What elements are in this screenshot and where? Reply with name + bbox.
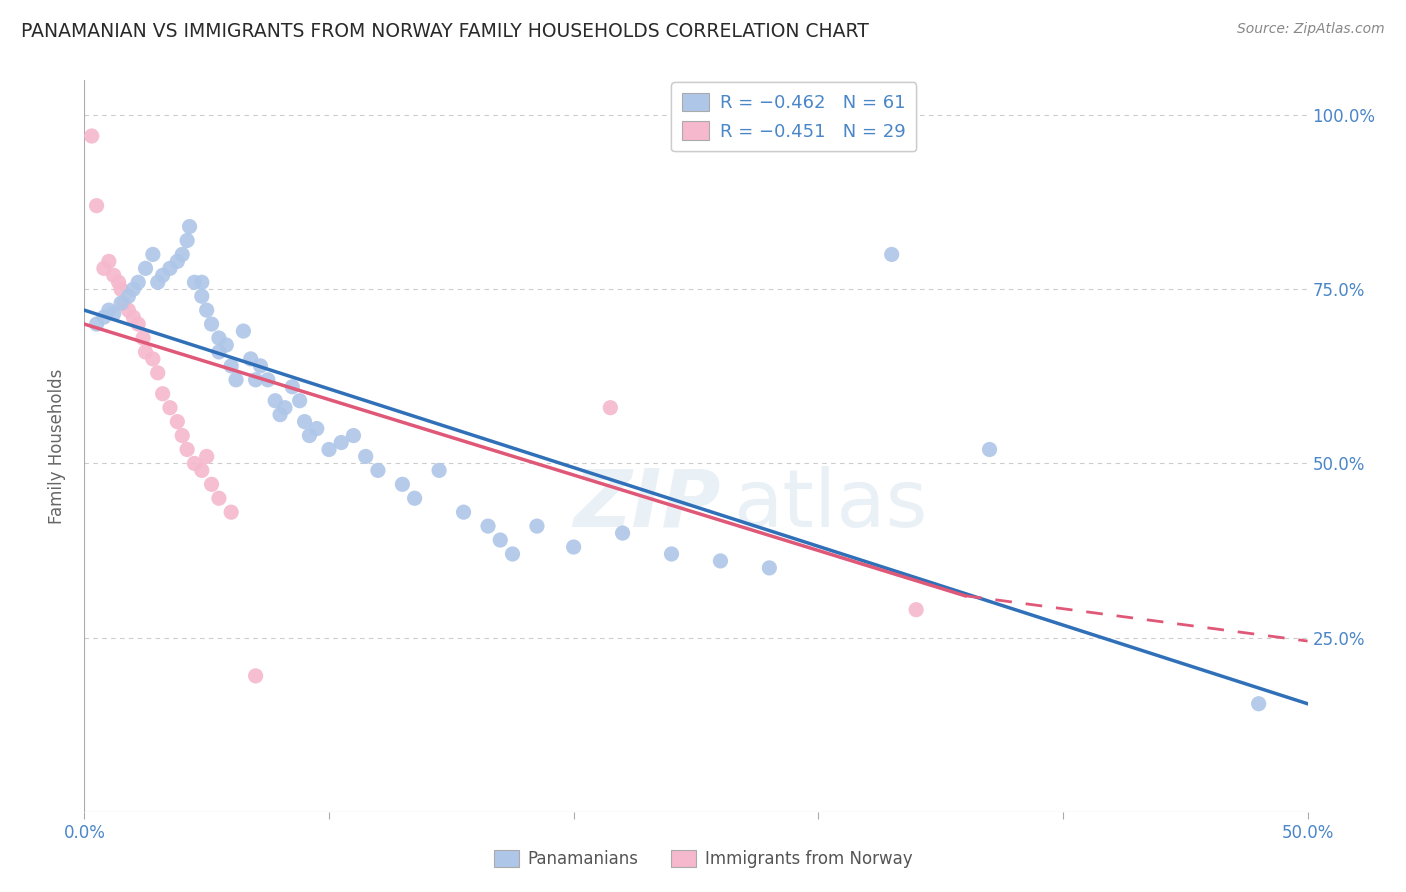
Point (191, 275, 214, 289)
Point (159, 401, 181, 415)
Point (489, 533, 512, 547)
Point (86, 199, 108, 213)
Point (249, 359, 271, 373)
Point (245, 373, 267, 387)
Point (219, 359, 242, 373)
Point (404, 491, 426, 506)
Point (208, 491, 231, 506)
Point (107, 275, 129, 289)
Text: Source: ZipAtlas.com: Source: ZipAtlas.com (1237, 22, 1385, 37)
Point (200, 317, 222, 331)
Point (142, 247, 165, 261)
Point (232, 324, 254, 338)
Point (152, 268, 174, 283)
Point (354, 450, 377, 464)
Point (264, 393, 287, 408)
Point (453, 505, 475, 519)
Point (208, 345, 231, 359)
Point (122, 310, 145, 325)
Point (166, 254, 188, 268)
Point (305, 421, 328, 435)
Point (135, 345, 157, 359)
Point (191, 463, 214, 477)
Point (195, 450, 218, 464)
Point (172, 247, 194, 261)
Point (215, 338, 238, 352)
Point (93, 261, 115, 276)
Point (269, 408, 291, 422)
Point (103, 268, 125, 283)
Point (208, 331, 231, 345)
Point (110, 296, 132, 310)
Point (391, 477, 413, 491)
Point (152, 386, 174, 401)
Point (274, 401, 297, 415)
Point (142, 351, 165, 366)
Point (318, 442, 340, 457)
Point (117, 303, 139, 318)
Point (257, 373, 280, 387)
Point (146, 366, 169, 380)
Point (294, 415, 316, 429)
Point (367, 463, 389, 477)
Point (146, 275, 169, 289)
Point (342, 428, 364, 442)
Point (562, 540, 585, 554)
Point (298, 428, 321, 442)
Point (502, 547, 524, 561)
Point (599, 401, 621, 415)
Text: atlas: atlas (733, 466, 927, 543)
Point (172, 428, 194, 442)
Text: PANAMANIAN VS IMMIGRANTS FROM NORWAY FAMILY HOUSEHOLDS CORRELATION CHART: PANAMANIAN VS IMMIGRANTS FROM NORWAY FAM… (21, 22, 869, 41)
Point (191, 289, 214, 303)
Point (905, 603, 928, 617)
Point (288, 393, 311, 408)
Point (127, 275, 149, 289)
Point (86, 317, 108, 331)
Point (179, 219, 201, 234)
Point (427, 463, 450, 477)
Point (245, 669, 267, 683)
Point (758, 561, 780, 575)
Point (110, 282, 132, 296)
Point (176, 442, 198, 457)
Point (117, 289, 139, 303)
Point (97, 303, 120, 318)
Point (330, 435, 353, 450)
Point (103, 307, 125, 321)
Point (661, 547, 683, 561)
Point (880, 247, 903, 261)
Legend: Panamanians, Immigrants from Norway: Panamanians, Immigrants from Norway (486, 843, 920, 875)
Y-axis label: Family Households: Family Households (48, 368, 66, 524)
Point (127, 317, 149, 331)
Legend: R = −0.462   N = 61, R = −0.451   N = 29: R = −0.462 N = 61, R = −0.451 N = 29 (671, 82, 917, 152)
Point (135, 261, 157, 276)
Point (195, 303, 218, 318)
Point (80, 128, 103, 143)
Point (709, 554, 731, 568)
Point (281, 380, 304, 394)
Point (239, 351, 262, 366)
Point (183, 275, 205, 289)
Point (122, 282, 145, 296)
Point (225, 373, 247, 387)
Point (166, 415, 188, 429)
Point (183, 457, 205, 471)
Point (176, 234, 198, 248)
Point (200, 477, 222, 491)
Text: ZIP: ZIP (574, 466, 720, 543)
Point (526, 519, 548, 533)
Point (93, 310, 115, 325)
Point (132, 331, 155, 345)
Point (159, 261, 181, 276)
Point (112, 296, 135, 310)
Point (477, 519, 499, 533)
Point (97, 254, 120, 268)
Point (612, 526, 634, 541)
Point (219, 505, 242, 519)
Point (979, 442, 1001, 457)
Point (1247, 697, 1270, 711)
